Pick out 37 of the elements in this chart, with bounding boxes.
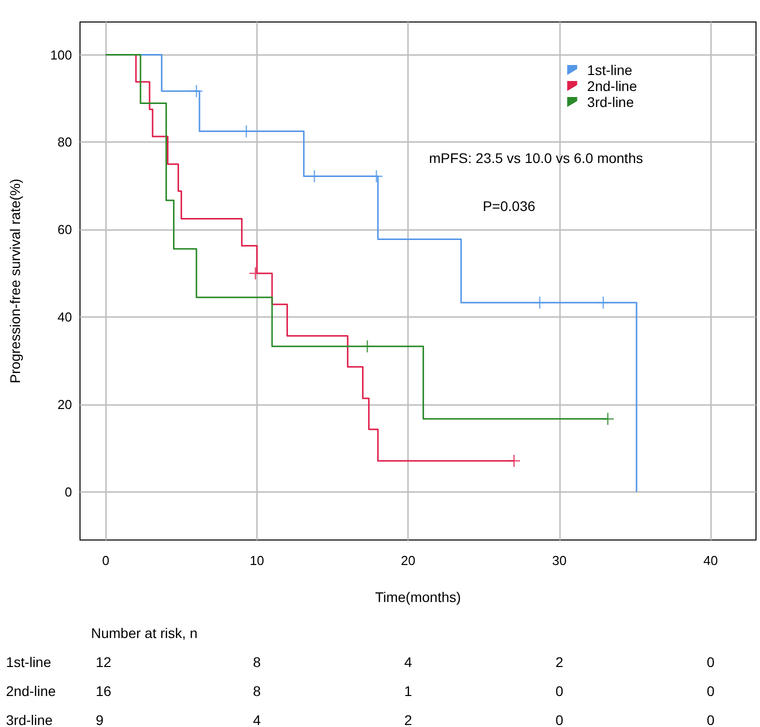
text: 2	[404, 712, 412, 727]
y-tick-label: 0	[64, 484, 72, 500]
text: 8	[253, 683, 262, 699]
legend-label: 2nd-line	[587, 78, 638, 94]
text: 2nd-line	[6, 683, 56, 699]
x-tick-label: 0	[102, 553, 110, 568]
x-tick-label: 30	[552, 553, 567, 568]
text: 0	[556, 683, 564, 699]
x-tick-label: 10	[250, 553, 264, 568]
y-tick-label: 60	[58, 222, 72, 238]
y-tick-label: 80	[58, 134, 72, 150]
text: 3rd-line	[6, 712, 53, 727]
text: 12	[96, 654, 112, 670]
text: 4	[253, 712, 262, 727]
x-tick-label: 20	[400, 553, 416, 568]
x-tick-label: 40	[703, 553, 718, 568]
annotation: P=0.036	[482, 198, 536, 214]
text: 1st-line	[6, 654, 52, 670]
legend-label: 1st-line	[587, 62, 633, 78]
text: 16	[96, 683, 112, 699]
y-tick-label: 100	[50, 47, 72, 62]
text: 1	[404, 683, 412, 699]
text: 0	[706, 712, 715, 727]
text: 0	[556, 712, 564, 727]
text: 0	[706, 654, 715, 670]
text: 9	[96, 712, 104, 727]
x-axis-title: Time(months)	[375, 589, 461, 605]
legend-label: 3rd-line	[587, 94, 634, 110]
text: 4	[404, 654, 412, 670]
y-tick-label: 40	[58, 310, 72, 325]
annotation: mPFS: 23.5 vs 10.0 vs 6.0 months	[429, 150, 643, 166]
text: 8	[253, 654, 262, 670]
text: 2	[556, 654, 564, 670]
text: Number at risk, n	[91, 625, 198, 641]
y-axis-title: Progression-free survival rate(%)	[7, 178, 23, 384]
y-tick-label: 20	[58, 396, 72, 412]
text: 0	[706, 683, 715, 699]
